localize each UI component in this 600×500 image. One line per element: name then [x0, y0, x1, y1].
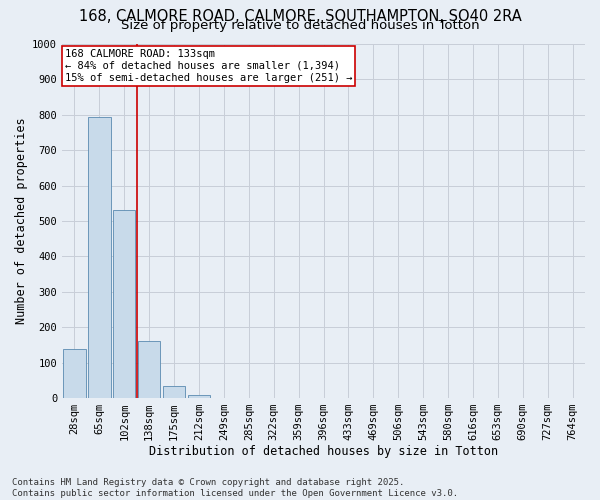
Bar: [163, 386, 185, 398]
Bar: [63, 350, 86, 398]
Text: 168, CALMORE ROAD, CALMORE, SOUTHAMPTON, SO40 2RA: 168, CALMORE ROAD, CALMORE, SOUTHAMPTON,…: [79, 9, 521, 24]
Text: 168 CALMORE ROAD: 133sqm
← 84% of detached houses are smaller (1,394)
15% of sem: 168 CALMORE ROAD: 133sqm ← 84% of detach…: [65, 50, 352, 82]
Y-axis label: Number of detached properties: Number of detached properties: [15, 118, 28, 324]
Bar: [188, 395, 210, 398]
Text: Size of property relative to detached houses in Totton: Size of property relative to detached ho…: [121, 19, 479, 32]
Bar: [88, 116, 110, 398]
X-axis label: Distribution of detached houses by size in Totton: Distribution of detached houses by size …: [149, 444, 498, 458]
Text: Contains HM Land Registry data © Crown copyright and database right 2025.
Contai: Contains HM Land Registry data © Crown c…: [12, 478, 458, 498]
Bar: [138, 340, 160, 398]
Bar: [113, 210, 136, 398]
